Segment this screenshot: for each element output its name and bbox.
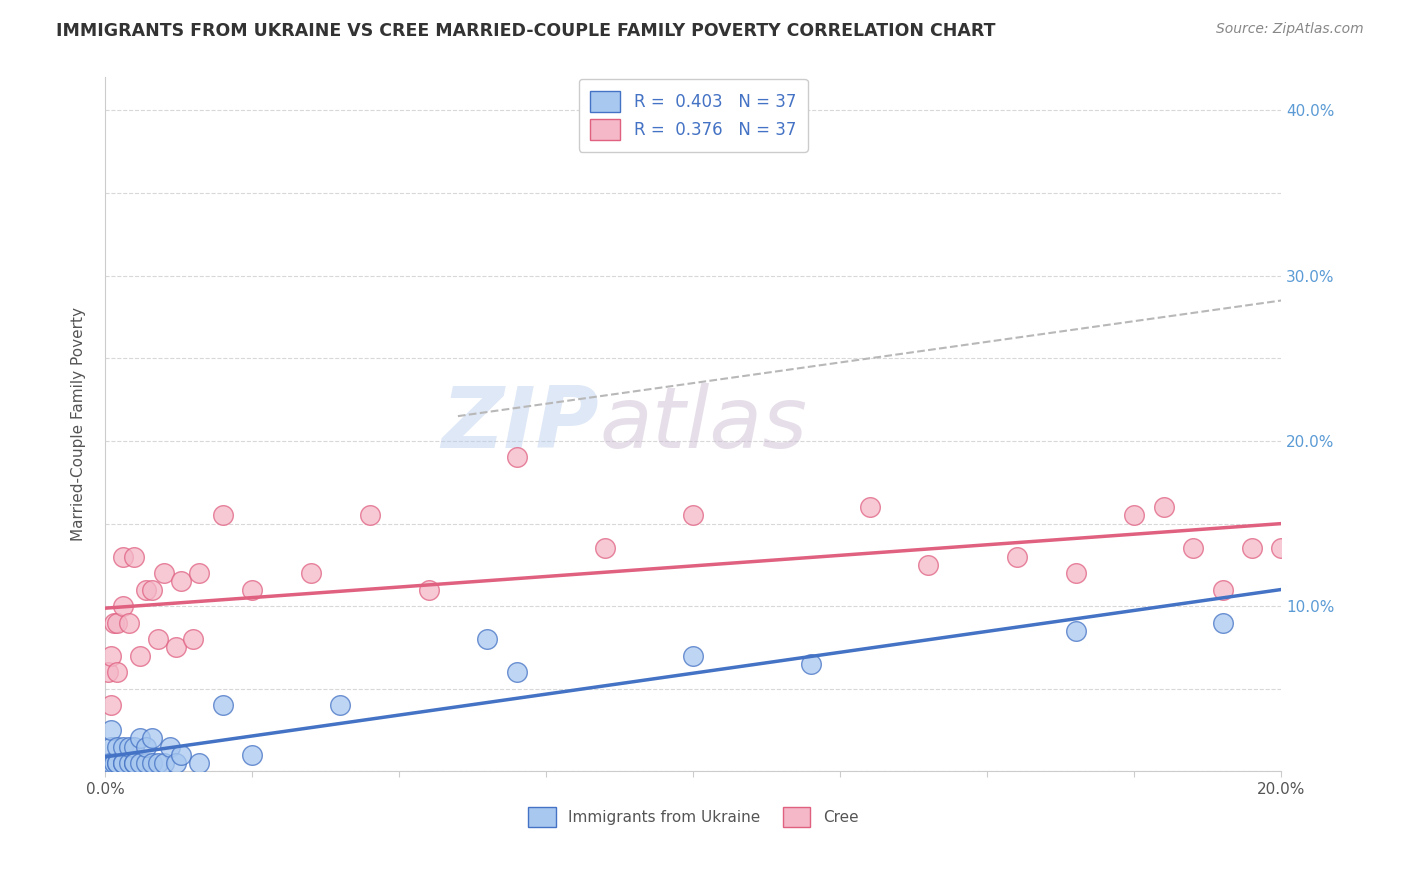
Text: ZIP: ZIP (441, 383, 599, 466)
Point (506, 450, 529, 465)
Point (97, 665, 120, 680)
Point (170, 747, 193, 762)
Point (159, 739, 181, 754)
Point (477, 632, 499, 647)
Point (188, 756, 211, 770)
Point (129, 648, 152, 663)
Point (800, 657, 823, 671)
Text: IMMIGRANTS FROM UKRAINE VS CREE MARRIED-COUPLE FAMILY POVERTY CORRELATION CHART: IMMIGRANTS FROM UKRAINE VS CREE MARRIED-… (56, 22, 995, 40)
Point (240, 747, 263, 762)
Point (111, 599, 134, 614)
Point (418, 582, 440, 597)
Point (1153, 500, 1175, 514)
Point (165, 756, 187, 770)
Point (124, 549, 146, 564)
Point (97, 756, 120, 770)
Point (170, 574, 193, 589)
Point (135, 756, 157, 770)
Point (117, 756, 139, 770)
Point (146, 632, 169, 647)
Point (111, 756, 134, 770)
Point (141, 582, 163, 597)
Point (105, 615, 128, 630)
Point (129, 756, 152, 770)
Point (129, 731, 152, 746)
Point (124, 756, 146, 770)
Y-axis label: Married-Couple Family Poverty: Married-Couple Family Poverty (72, 308, 86, 541)
Point (141, 756, 163, 770)
Point (105, 756, 128, 770)
Point (105, 739, 128, 754)
Point (1212, 582, 1234, 597)
Point (682, 508, 704, 523)
Point (100, 648, 122, 663)
Point (105, 665, 128, 680)
Point (111, 756, 134, 770)
Point (105, 756, 128, 770)
Point (240, 582, 263, 597)
Point (153, 756, 176, 770)
Point (103, 615, 125, 630)
Point (141, 731, 163, 746)
Text: Source: ZipAtlas.com: Source: ZipAtlas.com (1216, 22, 1364, 37)
Point (124, 739, 146, 754)
Point (100, 723, 122, 737)
Point (100, 698, 122, 713)
Point (135, 582, 157, 597)
Point (153, 566, 176, 580)
Point (859, 500, 882, 514)
Point (146, 756, 169, 770)
Point (1240, 541, 1263, 556)
Point (100, 739, 122, 754)
Point (124, 756, 146, 770)
Point (299, 566, 322, 580)
Point (188, 566, 211, 580)
Point (117, 739, 139, 754)
Point (135, 739, 157, 754)
Point (181, 632, 204, 647)
Point (1270, 541, 1292, 556)
Point (111, 739, 134, 754)
Point (593, 541, 616, 556)
Point (1005, 549, 1028, 564)
Point (359, 508, 381, 523)
Point (117, 615, 139, 630)
Point (1212, 615, 1234, 630)
Legend: Immigrants from Ukraine, Cree: Immigrants from Ukraine, Cree (522, 801, 865, 833)
Point (111, 549, 134, 564)
Text: atlas: atlas (599, 383, 807, 466)
Point (682, 648, 704, 663)
Point (329, 698, 352, 713)
Point (165, 640, 187, 655)
Point (1064, 566, 1087, 580)
Point (506, 665, 529, 680)
Point (917, 558, 939, 572)
Point (100, 756, 122, 770)
Point (211, 698, 233, 713)
Point (1064, 624, 1087, 638)
Point (1123, 508, 1146, 523)
Point (211, 508, 233, 523)
Point (1182, 541, 1205, 556)
Point (103, 756, 125, 770)
